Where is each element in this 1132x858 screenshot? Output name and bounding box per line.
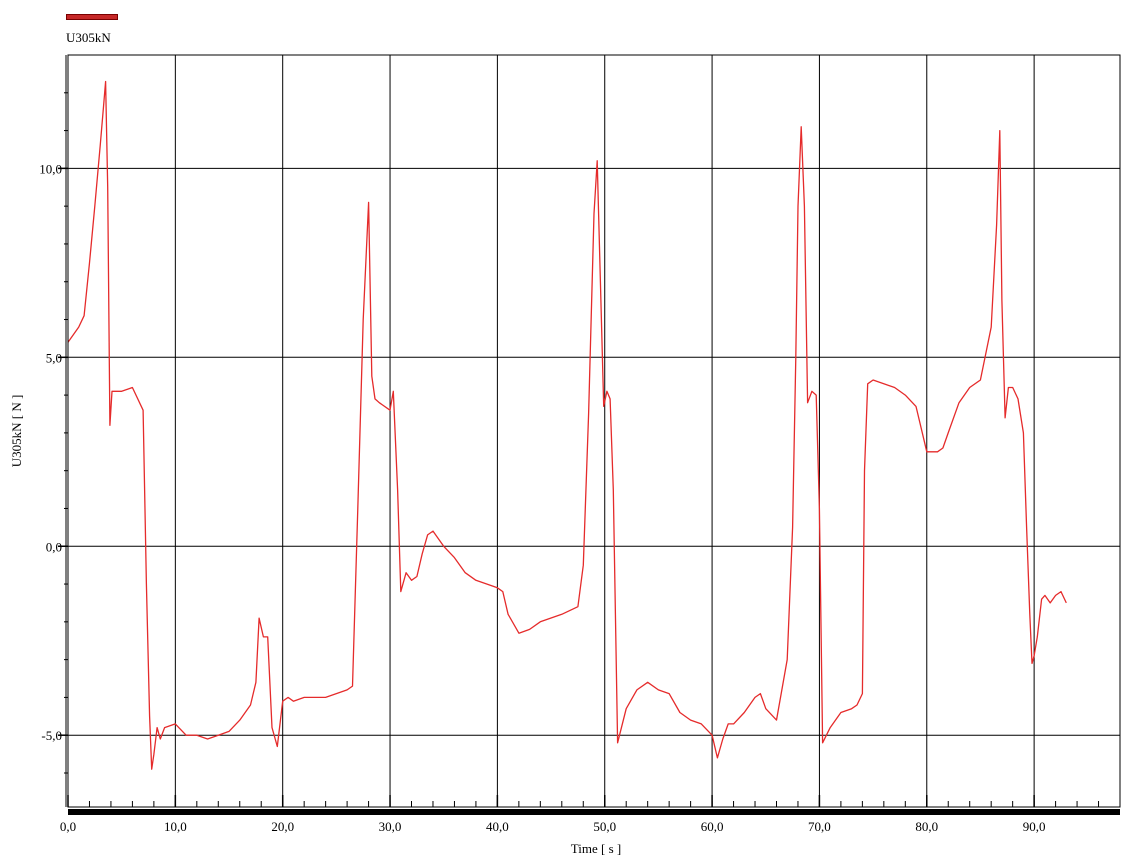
x-tick-label: 50,0 [593,819,616,834]
x-tick-label: 10,0 [164,819,187,834]
x-tick-label: 70,0 [808,819,831,834]
x-tick-label: 40,0 [486,819,509,834]
series-line-u305kn [67,80,1067,770]
x-axis-title: Time [ s ] [571,841,621,856]
legend-label: U305kN [66,30,111,45]
plot-frame [67,54,1121,808]
y-tick-label: 0,0 [46,539,62,554]
y-tick-label: 5,0 [46,350,62,365]
x-tick-label: 60,0 [701,819,724,834]
y-tick-label: 10,0 [39,161,62,176]
series-layer [67,80,1067,770]
x-tick-label: 90,0 [1023,819,1046,834]
grid [68,55,1120,807]
x-tick-label: 80,0 [915,819,938,834]
x-tick-label: 0,0 [60,819,76,834]
legend-swatch [66,14,118,20]
axes: 0,0 10,0 20,0 30,0 40,0 50,0 60,0 70,0 80,0 90,0 -… [39,54,1121,834]
x-tick-label: 20,0 [271,819,294,834]
y-axis-title: U305kN [ N ] [9,395,24,468]
y-tick-label: -5,0 [41,728,62,743]
x-tick-label: 30,0 [379,819,402,834]
plot-background [68,55,1120,807]
